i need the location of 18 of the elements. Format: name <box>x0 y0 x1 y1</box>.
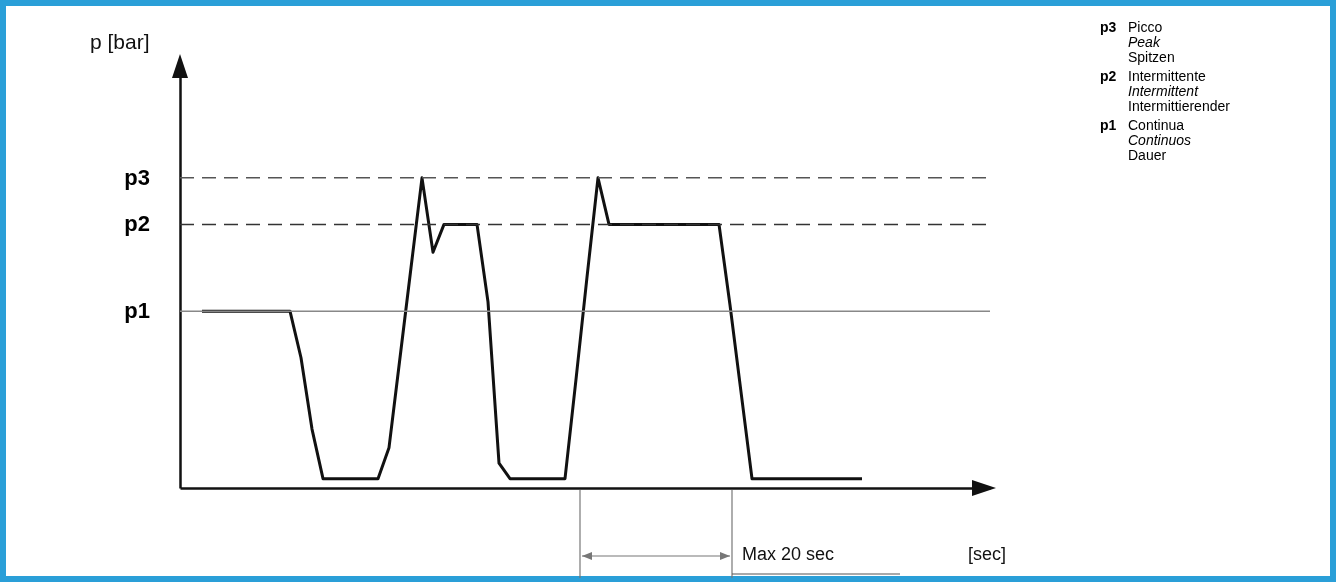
text: Dauer <box>1128 147 1168 163</box>
text: Intermittent <box>1128 83 1200 99</box>
text: p [bar] <box>90 30 150 54</box>
text: p2 <box>1100 68 1118 86</box>
text: p1 <box>1100 117 1118 135</box>
text: Continua <box>1128 117 1186 133</box>
text: Intermittente <box>1128 68 1207 84</box>
text: Spitzen <box>1128 49 1175 65</box>
ref-line-label: p1 <box>124 298 150 324</box>
text: Peak <box>1128 34 1162 50</box>
ref-line-label: p2 <box>124 211 150 237</box>
text: p3 <box>1100 19 1118 37</box>
ref-line-label: p3 <box>124 164 150 190</box>
text: Max 20 sec <box>742 544 835 565</box>
text: [sec] <box>968 544 1007 565</box>
text: Intermittierender <box>1128 98 1230 114</box>
text: Picco <box>1128 19 1164 35</box>
text: Continuos <box>1128 132 1192 148</box>
